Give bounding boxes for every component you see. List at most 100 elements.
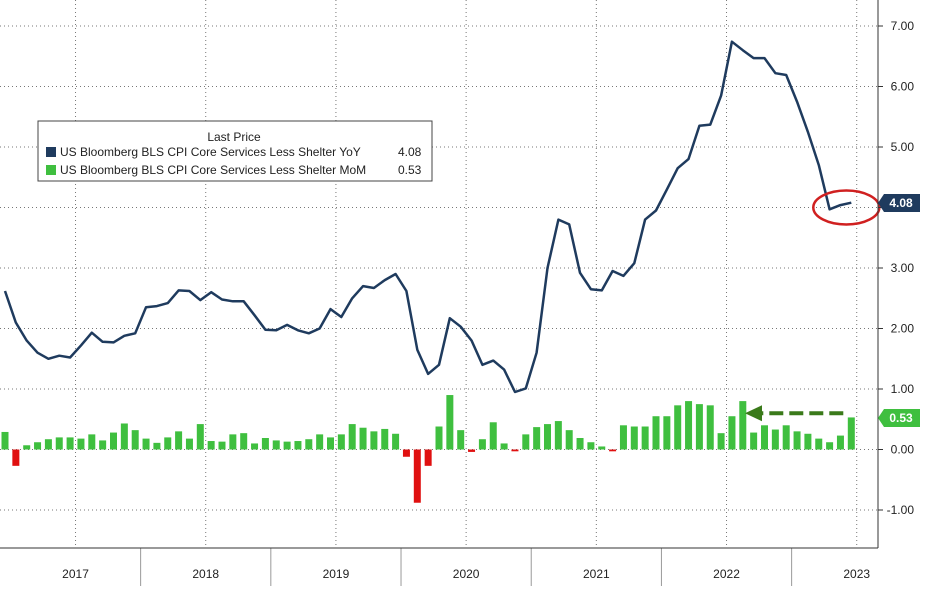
mom-bar	[44, 439, 52, 450]
mom-bar	[207, 441, 215, 450]
mom-bar	[381, 428, 389, 450]
year-label: 2020	[453, 567, 480, 581]
mom-bar	[402, 449, 410, 457]
mom-bar	[55, 437, 63, 450]
mom-bar	[261, 438, 269, 450]
mom-bar	[435, 426, 443, 450]
y-axis: 7.006.005.004.003.002.001.000.00-1.00	[877, 0, 915, 548]
mom-bar	[522, 434, 530, 450]
year-label: 2018	[192, 567, 219, 581]
mom-bar	[468, 449, 476, 452]
year-label: 2019	[323, 567, 350, 581]
mom-bar	[327, 437, 334, 450]
mom-bar	[771, 429, 779, 450]
yoy-last-tag	[878, 194, 920, 212]
year-label: 2017	[62, 567, 89, 581]
mom-bar	[316, 434, 324, 450]
year-label: 2023	[843, 567, 870, 581]
mom-bar	[717, 433, 725, 450]
legend-swatch-yoy	[46, 147, 56, 157]
mom-bar	[847, 417, 855, 450]
legend-title: Last Price	[207, 130, 261, 144]
mom-bar	[359, 427, 367, 450]
mom-bar	[652, 416, 660, 450]
mom-bar	[663, 416, 671, 450]
mom-bar	[424, 449, 432, 466]
mom-bar	[294, 441, 302, 450]
mom-bar	[131, 430, 139, 450]
mom-bar	[142, 438, 150, 450]
mom-bar	[544, 424, 551, 450]
mom-bar	[695, 404, 703, 450]
mom-bar	[34, 442, 42, 450]
mom-bar	[23, 445, 31, 450]
mom-bar	[554, 421, 562, 450]
mom-bar	[619, 425, 627, 450]
legend-box	[37, 120, 433, 182]
y-tick-label: -1.00	[887, 503, 915, 517]
mom-bar	[511, 449, 519, 452]
mom-bar	[793, 431, 801, 450]
y-tick-label: 2.00	[891, 322, 915, 336]
mom-bar	[489, 422, 497, 450]
mom-bar	[815, 438, 823, 450]
mom-bar	[826, 442, 834, 450]
mom-bar	[761, 425, 768, 450]
mom-bar	[804, 433, 812, 450]
mom-last-tag	[878, 409, 920, 427]
mom-bar	[446, 395, 454, 450]
mom-bar	[218, 441, 226, 450]
mom-bar	[641, 426, 649, 450]
mom-bar	[739, 401, 747, 450]
mom-bar	[728, 416, 736, 450]
mom-bar	[413, 449, 421, 503]
mom-bar	[185, 438, 193, 450]
comparison-arrow-head	[745, 405, 762, 422]
mom-bar	[175, 431, 183, 450]
mom-bar	[500, 443, 508, 450]
y-tick-label: 5.00	[891, 140, 915, 154]
mom-bar	[609, 449, 617, 452]
mom-bar	[478, 439, 486, 450]
mom-bar	[283, 441, 291, 450]
yoy-line-group	[3, 40, 852, 394]
mom-bar	[685, 401, 693, 450]
mom-bar	[164, 437, 172, 450]
mom-bar	[370, 431, 378, 450]
legend-value-mom: 0.53	[398, 163, 422, 177]
mom-bar	[457, 430, 465, 450]
legend-label-mom: US Bloomberg BLS CPI Core Services Less …	[60, 163, 366, 177]
mom-bar	[1, 431, 9, 450]
mom-bars	[1, 395, 855, 503]
mom-bar	[587, 442, 595, 450]
mom-bar	[305, 439, 313, 450]
yoy-last-value: 4.08	[889, 196, 913, 210]
mom-bar	[706, 405, 714, 450]
mom-bar	[630, 426, 638, 450]
last-value-tags: 4.08 0.53	[878, 194, 920, 427]
mom-bar	[251, 443, 259, 450]
mom-bar	[836, 435, 844, 450]
mom-bar	[88, 434, 96, 450]
y-tick-label: 3.00	[891, 261, 915, 275]
y-tick-label: 7.00	[891, 19, 915, 33]
mom-bar	[12, 449, 20, 466]
y-tick-label: 1.00	[891, 382, 915, 396]
year-label: 2021	[583, 567, 610, 581]
y-tick-label: 6.00	[891, 80, 915, 94]
gridlines	[0, 0, 878, 548]
mom-bar	[272, 440, 280, 450]
mom-bar	[576, 438, 584, 450]
mom-bar	[598, 446, 606, 450]
mom-bar	[348, 424, 356, 450]
mom-bar	[229, 434, 237, 450]
mom-bar	[674, 405, 682, 450]
year-label: 2022	[713, 567, 740, 581]
mom-bar	[99, 440, 107, 450]
yoy-line	[3, 40, 852, 394]
mom-bar	[565, 430, 573, 450]
mom-bar	[392, 433, 400, 450]
